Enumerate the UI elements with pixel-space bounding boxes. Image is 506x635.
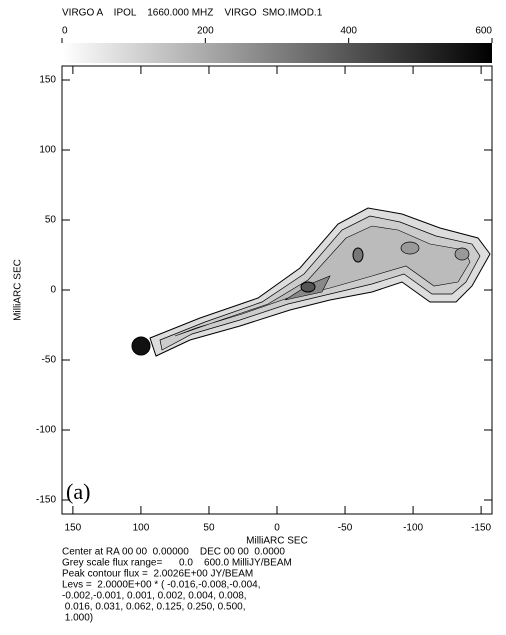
note-line: 1.000) — [62, 613, 93, 624]
y-tick-label: -50 — [42, 355, 57, 366]
y-tick-label: 50 — [45, 215, 57, 226]
chart: VIRGO A IPOL 1660.000 MHZ VIRGO SMO.IMOD… — [0, 0, 506, 635]
note-line: 0.016, 0.031, 0.062, 0.125, 0.250, 0.500… — [62, 602, 246, 613]
note-line: Grey scale flux range= 0.0 600.0 MilliJY… — [62, 558, 292, 569]
jet-image — [132, 208, 490, 356]
colorbar-tick-label: 0 — [62, 26, 68, 37]
y-axis-label: MilliARC SEC — [13, 259, 24, 321]
x-tick-label: 150 — [65, 523, 82, 534]
x-tick-label: 100 — [133, 523, 150, 534]
y-tick-label: -100 — [36, 425, 56, 436]
y-tick-label: 100 — [39, 145, 56, 156]
x-tick-label: -150 — [471, 523, 491, 534]
chart-title: VIRGO A IPOL 1660.000 MHZ VIRGO SMO.IMOD… — [62, 8, 323, 19]
x-axis-label: MilliARC SEC — [246, 536, 308, 547]
x-tick-label: 50 — [203, 523, 215, 534]
colorbar-tick-label: 400 — [340, 26, 357, 37]
y-tick-label: -150 — [36, 495, 56, 506]
colorbar — [62, 43, 492, 63]
note-line: Peak contour flux = 2.0026E+00 JY/BEAM — [62, 569, 253, 580]
note-line: -0.002,-0.001, 0.001, 0.002, 0.004, 0.00… — [62, 591, 247, 602]
notes: Center at RA 00 00 0.00000 DEC 00 00 0.0… — [62, 547, 292, 624]
x-tick-label: 0 — [274, 523, 280, 534]
y-tick-label: 0 — [50, 285, 56, 296]
note-line: Levs = 2.0000E+00 * ( -0.016,-0.008,-0.0… — [62, 580, 260, 591]
colorbar-tick-label: 600 — [475, 26, 492, 37]
note-line: Center at RA 00 00 0.00000 DEC 00 00 0.0… — [62, 547, 285, 558]
y-tick-label: 150 — [39, 75, 56, 86]
x-tick-label: -50 — [338, 523, 353, 534]
colorbar-tick-label: 200 — [197, 26, 214, 37]
x-tick-label: -100 — [403, 523, 423, 534]
